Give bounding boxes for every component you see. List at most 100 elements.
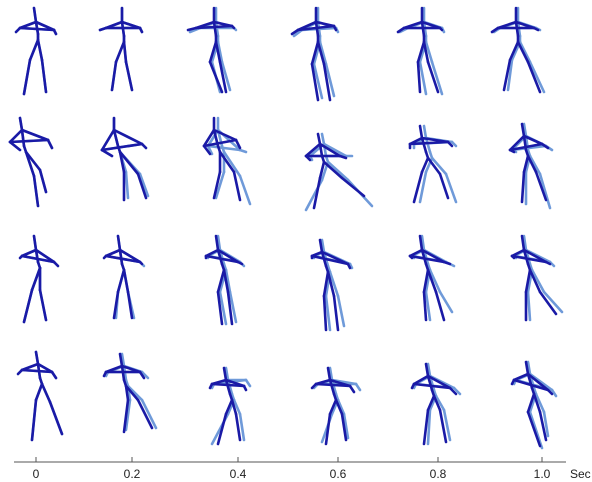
skeleton-frame-r1-t1 — [14, 6, 58, 96]
prediction-bone — [426, 374, 434, 392]
ground-truth-bone — [126, 384, 144, 402]
prediction-bone — [326, 366, 332, 382]
prediction-bone — [418, 234, 424, 252]
ground-truth-bone — [140, 370, 150, 380]
skeleton-frame-r1-t4 — [290, 6, 340, 102]
time-tick-label: 0.2 — [124, 467, 141, 481]
prediction-bone — [340, 412, 348, 442]
prediction-bone — [34, 382, 44, 402]
ground-truth-bone — [528, 60, 546, 94]
prediction-bone — [340, 176, 366, 198]
ground-truth-bone — [224, 268, 232, 294]
ground-truth-bone — [318, 40, 328, 66]
prediction-bone — [194, 24, 234, 30]
skeleton-frame-r2-t3 — [202, 116, 252, 206]
prediction-bone — [216, 248, 224, 266]
prediction-bone — [216, 290, 224, 326]
ground-truth-bone — [320, 132, 326, 146]
skeleton-frame-r1-t3 — [186, 6, 238, 94]
prediction-bone — [328, 398, 338, 416]
ground-truth-bone — [506, 58, 514, 92]
prediction-bone — [118, 150, 140, 176]
prediction-bone — [218, 150, 236, 174]
prediction-bone — [204, 254, 240, 264]
ground-truth-bone — [216, 234, 222, 252]
prediction-bone — [420, 136, 428, 154]
prediction-bone — [224, 378, 232, 396]
prediction-bone — [232, 170, 242, 202]
ground-truth-bone — [442, 408, 452, 442]
prediction-bone — [522, 248, 548, 264]
ground-truth-bone — [238, 412, 246, 442]
ground-truth-bone — [522, 122, 528, 138]
prediction-bone — [212, 128, 238, 142]
prediction-bone — [318, 142, 342, 158]
prediction-bone — [124, 60, 134, 92]
prediction-bone — [100, 128, 116, 152]
prediction-bone — [328, 378, 336, 396]
prediction-bone — [502, 58, 512, 92]
ground-truth-bone — [530, 268, 546, 294]
prediction-bone — [48, 400, 64, 436]
prediction-bone — [522, 134, 544, 146]
prediction-bone — [420, 156, 430, 174]
ground-truth-bone — [430, 156, 448, 176]
prediction-bone — [216, 268, 226, 294]
prediction-bone — [424, 362, 430, 378]
prediction-bone — [116, 234, 122, 252]
prediction-bone — [20, 248, 38, 258]
skeleton-frame-r3-t4 — [310, 238, 354, 332]
ground-truth-bone — [324, 62, 336, 98]
skeleton-grid — [8, 6, 564, 450]
prediction-bone — [416, 60, 422, 94]
prediction-bone — [522, 154, 530, 174]
prediction-bone — [214, 234, 220, 252]
time-tick-label: 0.4 — [230, 467, 247, 481]
skeleton-frame-r3-t6 — [510, 234, 564, 322]
skeleton-frame-r4-t2 — [102, 352, 158, 434]
prediction-bone — [202, 128, 216, 148]
prediction-bone — [408, 140, 450, 146]
prediction-bone — [226, 290, 234, 326]
ground-truth-bone — [418, 60, 428, 96]
ground-truth-bone — [534, 392, 546, 414]
ground-truth-bone — [426, 408, 432, 446]
prediction-bone — [136, 398, 154, 430]
prediction-bone — [8, 128, 24, 144]
prediction-bone — [118, 248, 124, 266]
ground-truth-bone — [222, 150, 242, 178]
prediction-bone — [426, 60, 440, 94]
prediction-bone — [216, 412, 228, 446]
skeleton-frame-r4-t6 — [510, 360, 558, 450]
prediction-bone — [104, 254, 142, 264]
prediction-bone — [234, 412, 242, 442]
skeleton-frame-r1-t6 — [490, 6, 546, 94]
ground-truth-bone — [206, 128, 220, 148]
ground-truth-bone — [320, 238, 326, 254]
prediction-bone — [420, 248, 446, 264]
prediction-bone — [322, 294, 328, 332]
time-tick-label: 1.0 — [534, 467, 551, 481]
prediction-bone — [332, 294, 340, 332]
prediction-bone — [512, 378, 550, 392]
prediction-bone — [38, 168, 48, 194]
ground-truth-bone — [124, 170, 130, 200]
prediction-bone — [100, 142, 144, 152]
prediction-bone — [34, 248, 56, 264]
ground-truth-bone — [336, 294, 346, 328]
prediction-bone — [208, 60, 224, 94]
ground-truth-bone — [422, 124, 428, 140]
prediction-bone — [334, 398, 344, 416]
ground-truth-bone — [214, 170, 226, 200]
prediction-bone — [422, 268, 430, 294]
ground-truth-bone — [312, 62, 324, 100]
prediction-bone — [34, 350, 40, 366]
prediction-bone — [432, 394, 442, 412]
time-axis-unit-label: Sec — [570, 467, 591, 481]
prediction-bone — [24, 150, 42, 172]
ground-truth-bone — [232, 398, 242, 416]
prediction-bone — [222, 268, 230, 294]
prediction-bone — [520, 234, 526, 252]
prediction-bone — [416, 40, 426, 64]
skeleton-frame-r4-t1 — [16, 350, 64, 442]
